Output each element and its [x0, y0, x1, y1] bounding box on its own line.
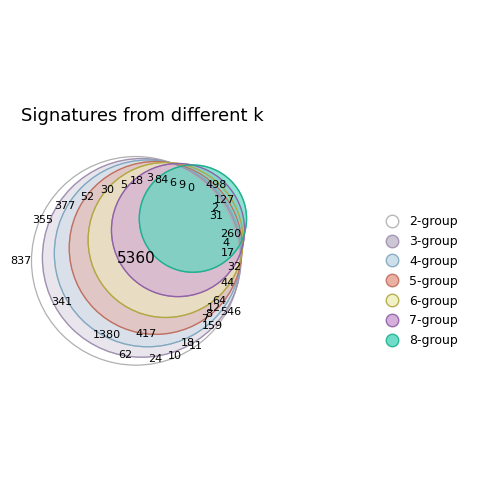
Text: 498: 498 — [206, 180, 227, 191]
Text: 546: 546 — [221, 306, 242, 317]
Text: 837: 837 — [10, 256, 31, 266]
Text: 30: 30 — [100, 185, 114, 196]
Text: 62: 62 — [118, 350, 132, 360]
Text: 12: 12 — [207, 303, 221, 313]
Text: 52: 52 — [80, 192, 94, 202]
Text: 5: 5 — [120, 180, 127, 191]
Text: 7: 7 — [201, 314, 208, 325]
Text: 1380: 1380 — [93, 330, 121, 340]
Text: 44: 44 — [221, 278, 235, 288]
Text: 18: 18 — [130, 176, 144, 186]
Text: 260: 260 — [221, 228, 242, 238]
Text: 2: 2 — [211, 203, 218, 213]
Text: 11: 11 — [188, 341, 203, 351]
Text: 377: 377 — [54, 201, 76, 211]
Text: 8: 8 — [206, 309, 213, 320]
Text: 18: 18 — [180, 338, 195, 348]
Text: 84: 84 — [155, 175, 169, 185]
Text: 4: 4 — [223, 238, 230, 248]
Title: Signatures from different k: Signatures from different k — [21, 107, 263, 125]
Text: 341: 341 — [51, 296, 72, 306]
Text: 127: 127 — [214, 195, 235, 205]
Circle shape — [139, 165, 246, 272]
Text: 3: 3 — [146, 173, 153, 183]
Legend: 2-group, 3-group, 4-group, 5-group, 6-group, 7-group, 8-group: 2-group, 3-group, 4-group, 5-group, 6-gr… — [374, 210, 463, 352]
Circle shape — [88, 162, 243, 318]
Text: 6: 6 — [169, 178, 176, 188]
Text: 0: 0 — [187, 183, 194, 194]
Circle shape — [111, 163, 244, 297]
Text: 417: 417 — [135, 329, 156, 339]
Circle shape — [42, 159, 241, 357]
Text: 24: 24 — [149, 354, 163, 364]
Text: 32: 32 — [227, 262, 241, 272]
Text: 31: 31 — [209, 211, 223, 221]
Circle shape — [54, 160, 241, 347]
Text: 9: 9 — [178, 180, 185, 191]
Text: 10: 10 — [167, 351, 181, 361]
Text: 159: 159 — [202, 322, 223, 332]
Text: 5360: 5360 — [116, 251, 155, 266]
Text: 17: 17 — [221, 248, 235, 258]
Circle shape — [69, 161, 242, 334]
Text: 64: 64 — [212, 295, 226, 305]
Text: 355: 355 — [32, 215, 53, 225]
